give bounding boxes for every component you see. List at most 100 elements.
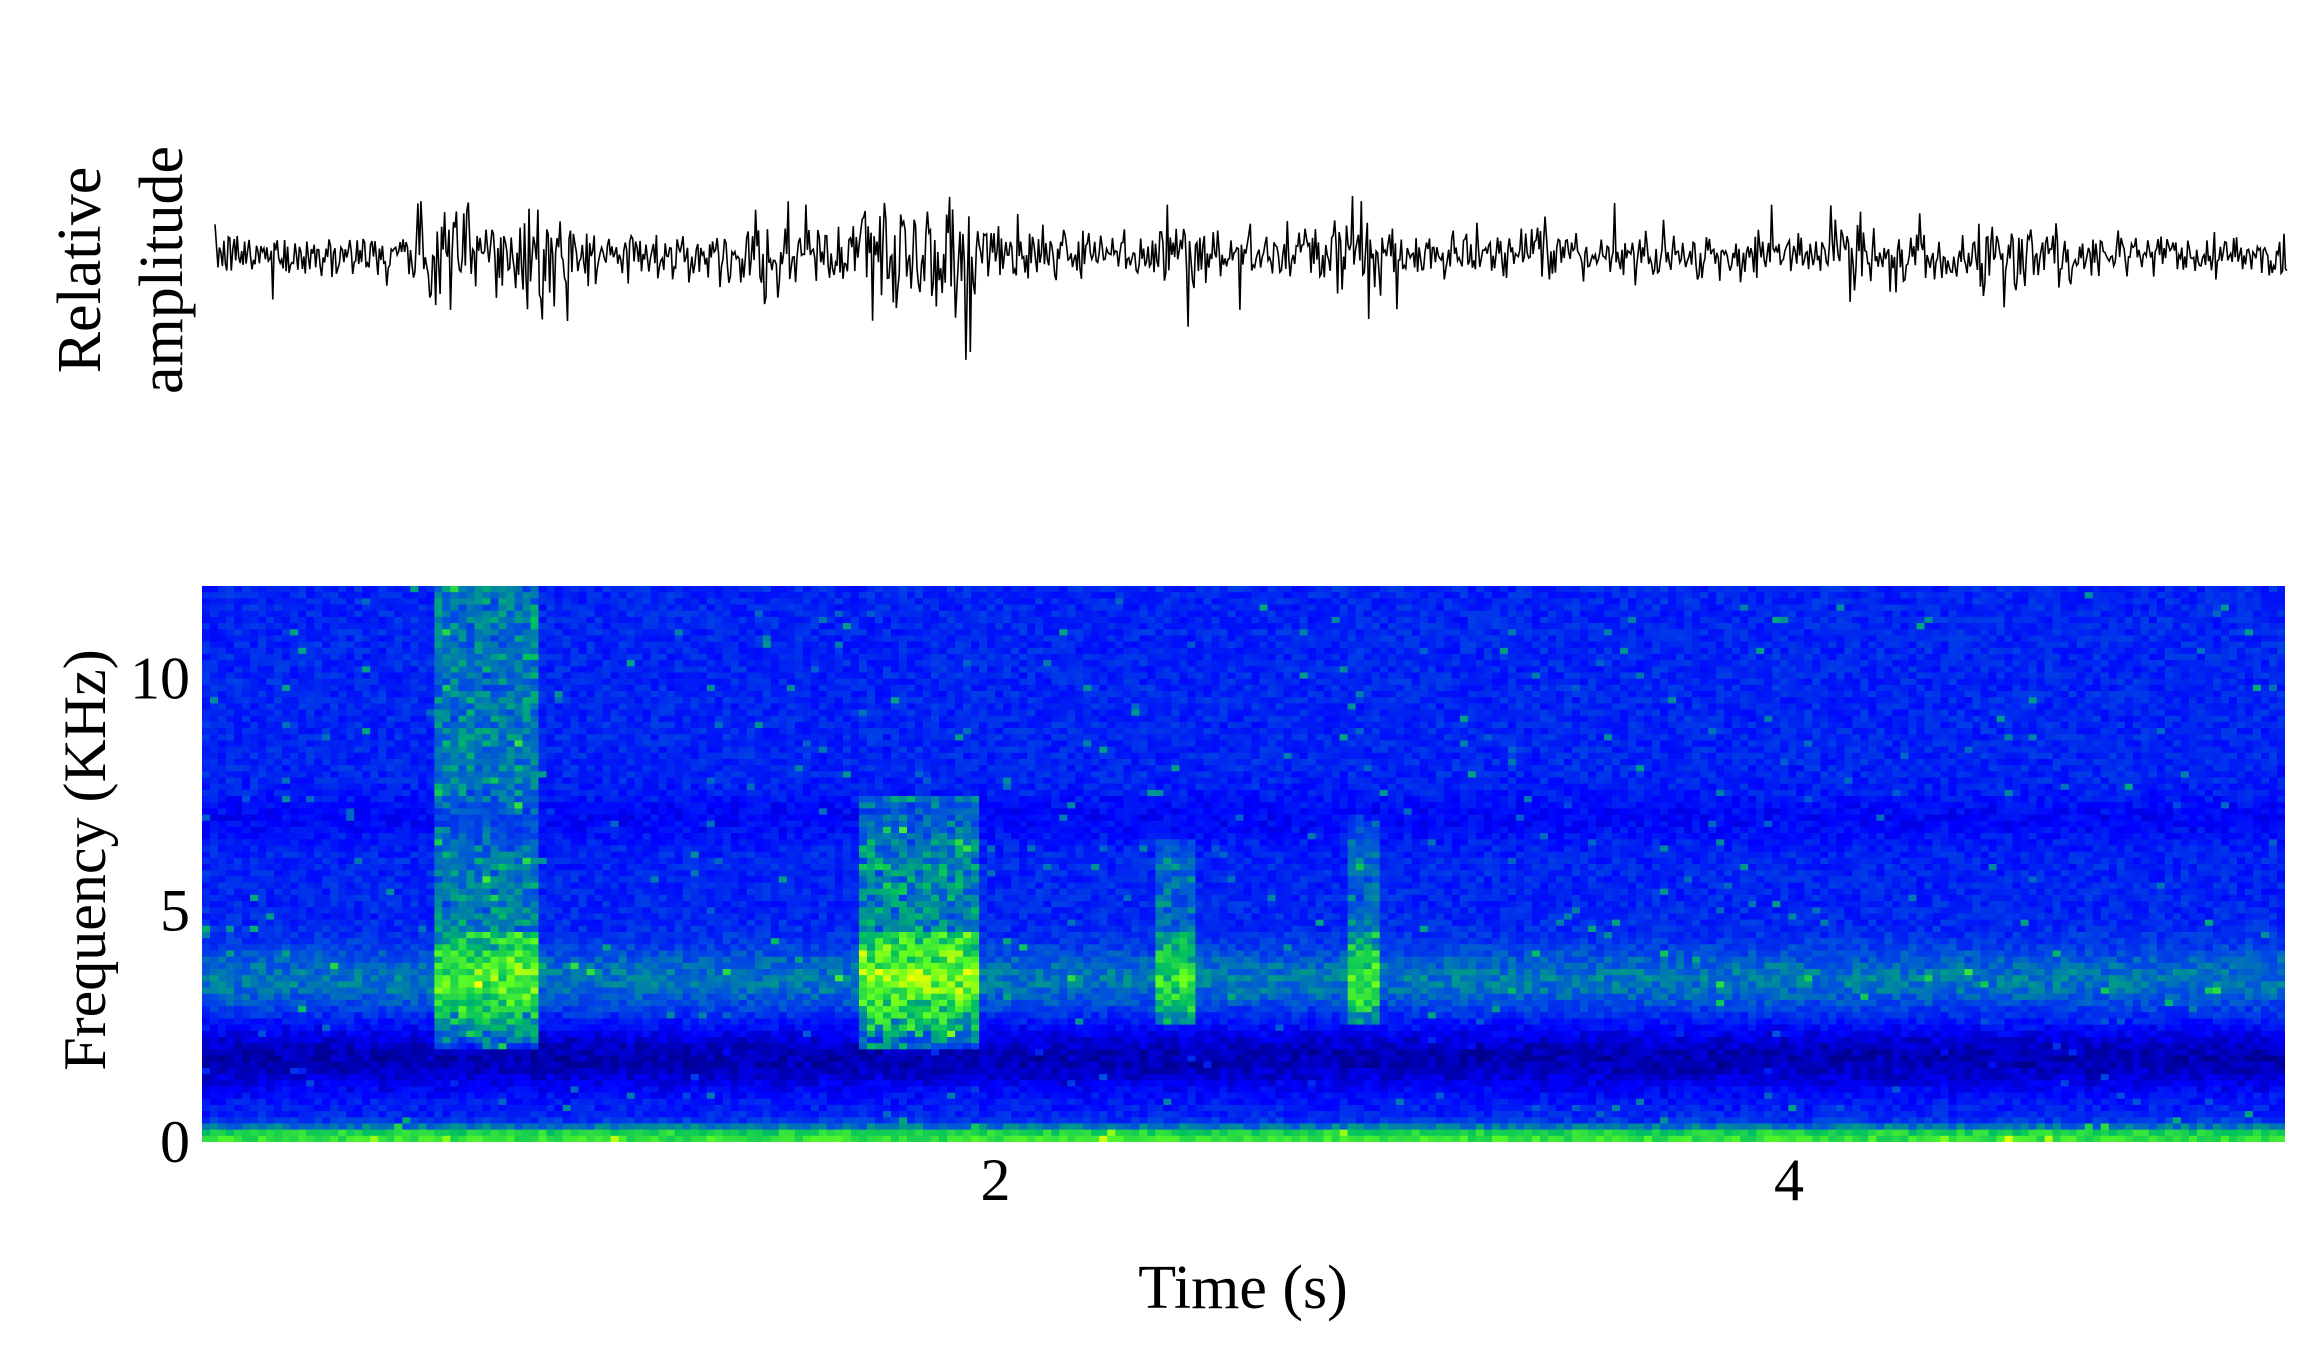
spectrogram-cell: [1988, 647, 1998, 655]
spectrogram-cell: [1435, 697, 1445, 704]
spectrogram-cell: [1331, 629, 1341, 637]
spectrogram-cell: [1900, 660, 1910, 667]
spectrogram-cell: [298, 629, 307, 637]
spectrogram-cell: [1355, 586, 1365, 593]
spectrogram-cell: [1764, 666, 1773, 674]
spectrogram-cell: [482, 586, 492, 593]
spectrogram-cell: [1908, 678, 1918, 686]
spectrogram-cell: [939, 691, 948, 698]
spectrogram-cell: [418, 660, 427, 667]
spectrogram-cell: [1692, 666, 1701, 674]
spectrogram-cell: [2132, 604, 2142, 612]
spectrogram-cell: [2052, 629, 2062, 637]
spectrogram-cell: [730, 647, 740, 655]
spectrogram-cell: [1019, 684, 1028, 692]
spectrogram-cell: [1171, 660, 1181, 667]
spectrogram-cell: [730, 691, 740, 698]
spectrogram-cell: [2108, 616, 2118, 624]
spectrogram-cell: [554, 598, 564, 606]
spectrogram-cell: [1299, 672, 1309, 680]
spectrogram-cell: [899, 672, 908, 680]
spectrogram-cell: [2228, 623, 2238, 630]
spectrogram-cell: [482, 616, 492, 624]
spectrogram-cell: [2028, 629, 2038, 637]
spectrogram-cell: [2068, 604, 2078, 612]
spectrogram-cell: [2012, 629, 2022, 637]
spectrogram-cell: [682, 616, 692, 624]
spectrogram-cell: [258, 598, 267, 606]
spectrogram-cell: [762, 678, 772, 686]
spectrogram-cell: [306, 641, 315, 649]
spectrogram-cell: [1483, 586, 1493, 593]
spectrogram-cell: [2228, 641, 2238, 649]
spectrogram-cell: [498, 684, 508, 692]
spectrogram-cell: [923, 697, 932, 704]
spectrogram-cell: [2100, 592, 2110, 599]
spectrogram-cell: [1379, 666, 1389, 674]
spectrogram-cell: [1628, 598, 1637, 606]
spectrogram-cell: [1307, 672, 1317, 680]
spectrogram-cell: [1700, 592, 1709, 599]
spectrogram-cell: [1291, 623, 1301, 630]
spectrogram-cell: [1043, 586, 1052, 593]
spectrogram-cell: [234, 672, 243, 680]
spectrogram-cell: [2164, 629, 2174, 637]
spectrogram-cell: [1780, 672, 1789, 680]
spectrogram-cell: [1756, 598, 1765, 606]
spectrogram-cell: [1644, 598, 1653, 606]
spectrogram-cell: [1628, 623, 1637, 630]
spectrogram-cell: [1171, 592, 1181, 599]
spectrogram-cell: [1708, 635, 1717, 643]
spectrogram-cell: [826, 586, 836, 593]
spectrogram-cell: [1604, 598, 1613, 606]
spectrogram-cell: [923, 623, 932, 630]
spectrogram-cell: [426, 678, 435, 686]
spectrogram-cell: [1972, 586, 1982, 593]
spectrogram-cell: [1419, 684, 1429, 692]
spectrogram-cell: [442, 616, 451, 624]
spectrogram-cell: [586, 598, 596, 606]
spectrogram-cell: [1339, 610, 1349, 618]
spectrogram-cell: [1579, 610, 1589, 618]
spectrogram-cell: [1251, 666, 1261, 674]
spectrogram-cell: [1820, 629, 1829, 637]
spectrogram-cell: [1596, 635, 1605, 643]
spectrogram-cell: [1620, 610, 1629, 618]
spectrogram-cell: [1051, 641, 1060, 649]
spectrogram-cell: [2012, 678, 2022, 686]
spectrogram-cell: [602, 660, 612, 667]
spectrogram-cell: [1507, 629, 1517, 637]
spectrogram-cell: [1427, 604, 1437, 612]
spectrogram-cell: [314, 623, 323, 630]
spectrogram-cell: [1371, 697, 1381, 704]
spectrogram-cell: [1131, 604, 1140, 612]
spectrogram-cell: [2012, 666, 2022, 674]
spectrogram-cell: [2228, 629, 2238, 637]
spectrogram-cell: [2252, 623, 2262, 630]
spectrogram-cell: [2276, 653, 2285, 661]
spectrogram-cell: [1499, 684, 1509, 692]
spectrogram-cell: [410, 660, 419, 667]
spectrogram-cell: [1387, 660, 1397, 667]
spectrogram-cell: [1547, 641, 1557, 649]
spectrogram-cell: [842, 598, 852, 606]
spectrogram-cell: [1059, 653, 1068, 661]
spectrogram-cell: [202, 623, 211, 630]
spectrogram-cell: [330, 592, 339, 599]
spectrogram-cell: [1788, 641, 1797, 649]
spectrogram-cell: [931, 691, 940, 698]
spectrogram-cell: [394, 616, 403, 624]
spectrogram-cell: [218, 641, 227, 649]
spectrogram-cell: [522, 678, 532, 686]
spectrogram-cell: [1363, 629, 1373, 637]
spectrogram-cell: [1932, 660, 1942, 667]
spectrogram-cell: [1972, 684, 1982, 692]
spectrogram-cell: [850, 616, 860, 624]
spectrogram-cell: [618, 672, 628, 680]
spectrogram-cell: [602, 604, 612, 612]
spectrogram-cell: [1956, 697, 1966, 704]
spectrogram-cell: [2220, 586, 2230, 593]
spectrogram-cell: [298, 610, 307, 618]
spectrogram-cell: [818, 653, 828, 661]
spectrogram-cell: [1323, 623, 1333, 630]
